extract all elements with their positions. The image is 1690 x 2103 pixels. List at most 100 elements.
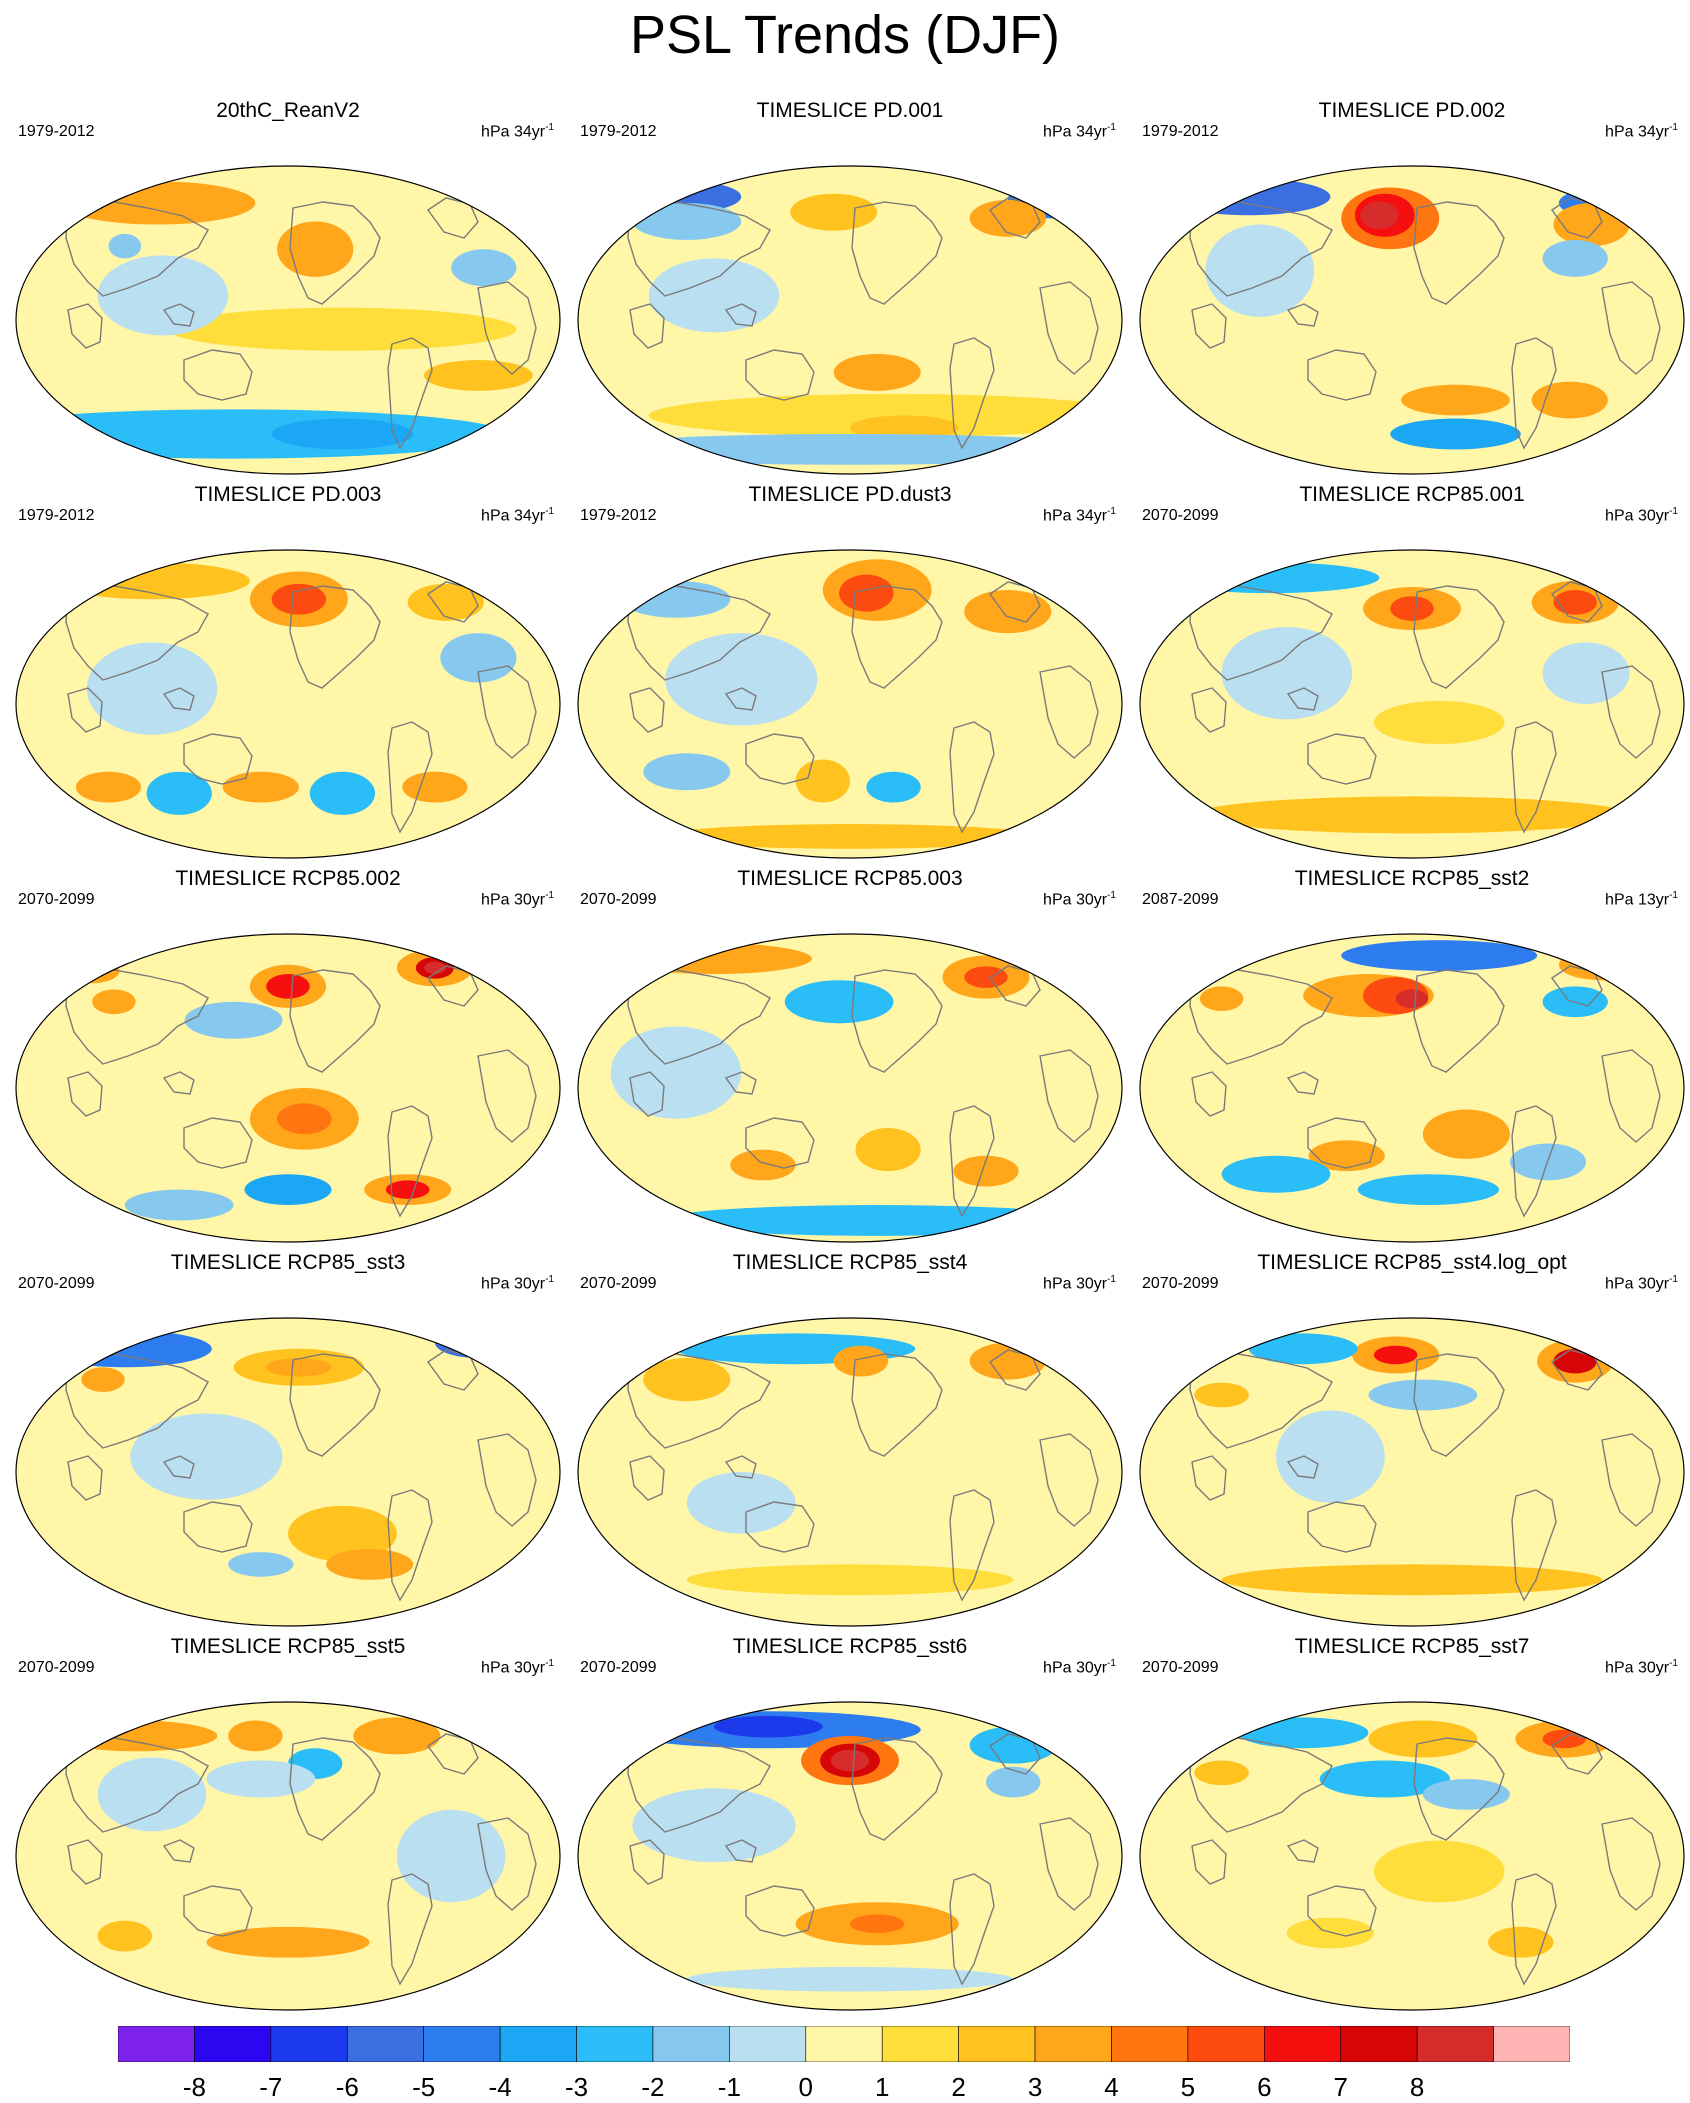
colorbar-tick-label: -7 (259, 2072, 283, 2102)
colorbar-segment (1416, 2026, 1494, 2062)
contour-anomaly (632, 202, 742, 240)
contour-anomaly (1401, 384, 1510, 416)
contour-anomaly (92, 989, 136, 1015)
coastline (1307, 733, 1377, 785)
panel-period: 2070-2099 (580, 891, 657, 908)
map-globe (577, 933, 1123, 1243)
map-globe (577, 1317, 1123, 1627)
colorbar-tick-label: -1 (717, 2072, 741, 2102)
coastline (724, 1455, 757, 1479)
map-border (1139, 1317, 1685, 1627)
coastline (1551, 1349, 1603, 1391)
contour-anomaly (1422, 1779, 1510, 1810)
map-border (1139, 1701, 1685, 2011)
coastline (724, 303, 757, 327)
coastline (477, 1817, 537, 1911)
coastline (989, 1349, 1041, 1391)
coastline (629, 1071, 665, 1117)
coastline (65, 1351, 209, 1449)
panel-units-text: hPa 30yr (1043, 891, 1108, 909)
panel-units: hPa 34yr-1 (1605, 118, 1678, 142)
colorbar-segment (1264, 2026, 1342, 2062)
map-border (15, 1317, 561, 1627)
coastline (949, 337, 995, 450)
contour-anomaly (839, 574, 894, 612)
contour-anomaly (964, 590, 1052, 634)
coastline (1413, 1737, 1505, 1841)
coastline (989, 581, 1041, 623)
coastline (627, 967, 771, 1065)
contour-anomaly (1286, 1917, 1374, 1949)
colorbar-tick-label: -4 (488, 2072, 512, 2102)
panel-title: TIMESLICE PD.dust3 (748, 483, 952, 506)
contour-anomaly (1390, 596, 1434, 621)
coastline (477, 1433, 537, 1527)
coastline (65, 199, 209, 297)
map-border (577, 549, 1123, 859)
contour-anomaly (228, 1552, 294, 1577)
coastline (427, 581, 479, 623)
coastline (183, 733, 253, 785)
colorbar-tick-label: 7 (1333, 2072, 1348, 2102)
contour-anomaly (686, 1472, 796, 1534)
contour-anomaly (108, 233, 142, 259)
contour-anomaly (1395, 989, 1429, 1008)
coastline (1413, 969, 1505, 1073)
coastline (1511, 337, 1557, 450)
panel-period: 2070-2099 (18, 1659, 95, 1676)
contour-anomaly (288, 1505, 397, 1562)
figure-title: PSL Trends (DJF) (629, 5, 1061, 65)
coastline (1511, 1873, 1557, 1986)
panel-units-text: hPa 34yr (1605, 123, 1670, 141)
coastline (65, 1735, 209, 1833)
coastline (1551, 1733, 1603, 1775)
coastline (1189, 199, 1333, 297)
coastline (1551, 197, 1603, 239)
coastline (851, 969, 943, 1073)
panel-units: hPa 30yr-1 (1043, 1270, 1116, 1294)
coastline (1039, 1817, 1099, 1911)
map-globe (15, 165, 561, 475)
map-panel: TIMESLICE PD.003 1979-2012 hPa 34yr-1 (8, 482, 568, 866)
contour-anomaly (385, 1180, 430, 1199)
map-border (1139, 165, 1685, 475)
map-globe (1139, 933, 1685, 1243)
coastline (1191, 687, 1227, 733)
coastline (1286, 687, 1319, 711)
contour-anomaly (1199, 986, 1244, 1011)
contour-anomaly (353, 1717, 441, 1755)
contour-anomaly (206, 1926, 370, 1958)
coastline (477, 281, 537, 375)
map-background-field (16, 1318, 560, 1626)
panel-units-text: hPa 30yr (1605, 1275, 1670, 1293)
contour-anomaly (277, 221, 354, 277)
coastline (289, 201, 381, 305)
panel-units-exponent: -1 (1107, 890, 1116, 901)
panel-units: hPa 30yr-1 (1605, 1654, 1678, 1678)
map-globe (15, 933, 561, 1243)
contour-anomaly (206, 1760, 316, 1798)
coastline (427, 197, 479, 239)
map-border (577, 1701, 1123, 2011)
colorbar-segment (958, 2026, 1036, 2062)
contour-anomaly (1276, 1410, 1385, 1503)
contour-anomaly (790, 193, 878, 231)
contour-anomaly (648, 258, 780, 333)
panel-period: 1979-2012 (580, 123, 657, 140)
map-panel: TIMESLICE RCP85.001 2070-2099 hPa 30yr-1 (1132, 482, 1690, 866)
map-globe (1139, 1701, 1685, 2011)
coastline (949, 1105, 995, 1218)
coastline (1286, 1839, 1319, 1863)
coastline (745, 349, 815, 401)
contour-anomaly (81, 1367, 125, 1392)
map-panel: TIMESLICE RCP85_sst7 2070-2099 hPa 30yr-1 (1132, 1634, 1690, 2018)
panel-units-exponent: -1 (1669, 506, 1678, 517)
coastline (67, 303, 103, 349)
colorbar-segment (1187, 2026, 1265, 2062)
coastline (289, 1737, 381, 1841)
contour-anomaly (659, 1205, 1095, 1236)
contour-anomaly (686, 1564, 1014, 1596)
coastline (949, 1489, 995, 1602)
coastline (1189, 1735, 1333, 1833)
map-globe (1139, 549, 1685, 859)
